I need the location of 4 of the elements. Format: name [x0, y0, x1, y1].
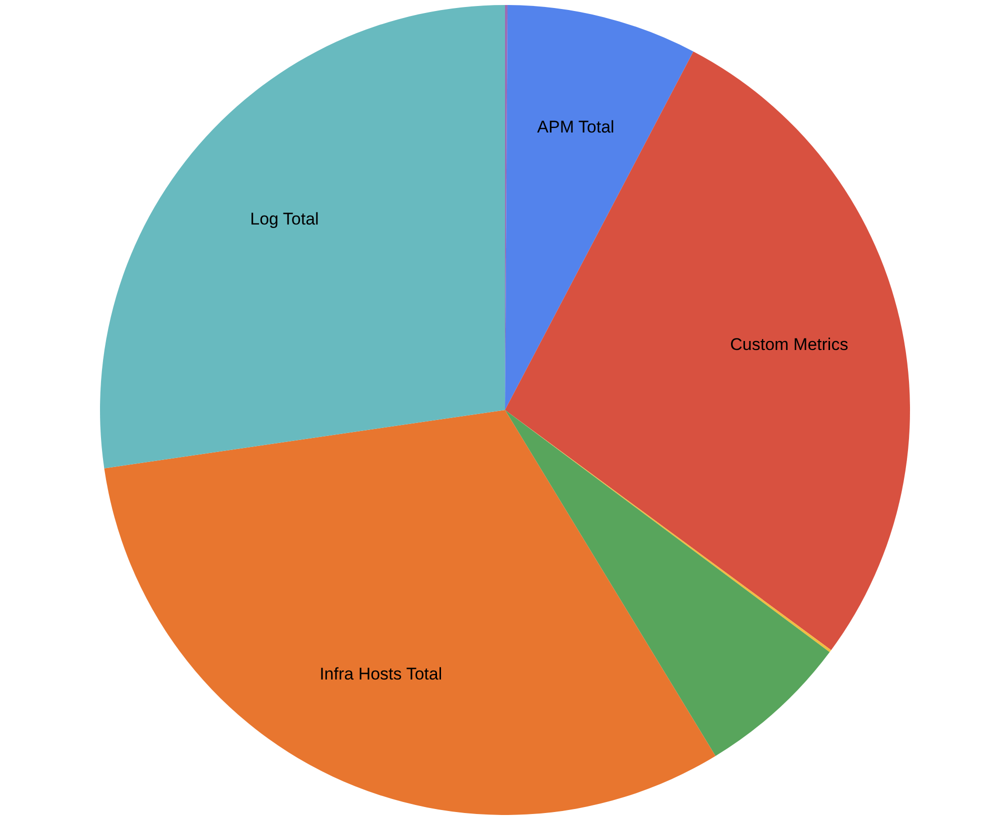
slice-label: Log Total — [250, 210, 319, 229]
slice-label: Custom Metrics — [730, 335, 848, 354]
slice-label: Infra Hosts Total — [320, 664, 442, 684]
slice-label: APM Total — [537, 118, 614, 137]
